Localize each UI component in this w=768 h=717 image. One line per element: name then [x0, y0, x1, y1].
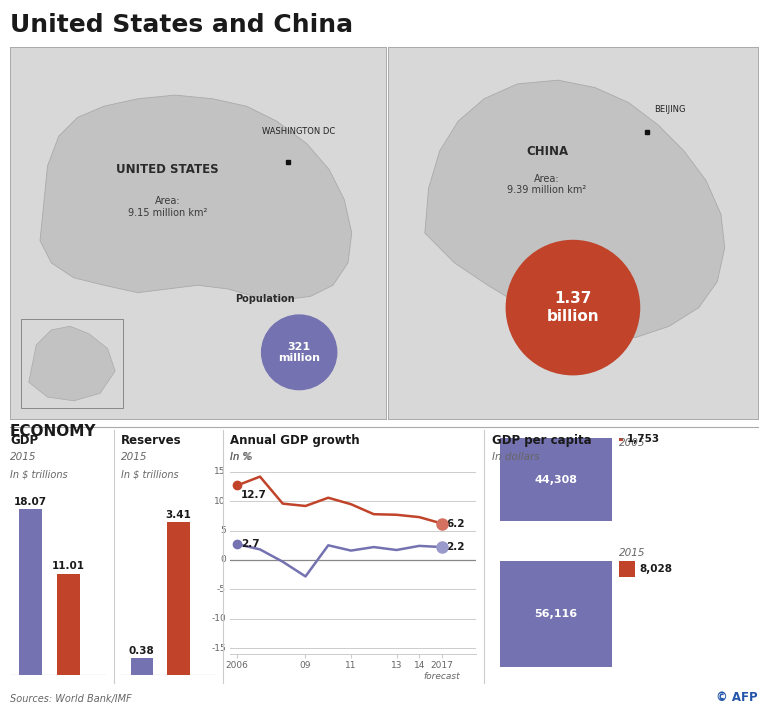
Text: 8,028: 8,028: [640, 564, 672, 574]
Text: ECONOMY: ECONOMY: [10, 424, 97, 440]
Text: WASHINGTON DC: WASHINGTON DC: [262, 127, 335, 136]
Text: In $ trillions: In $ trillions: [10, 470, 68, 480]
Circle shape: [506, 240, 640, 375]
Text: 2.2: 2.2: [446, 542, 465, 552]
Text: CHINA: CHINA: [526, 145, 568, 158]
Text: In %: In %: [230, 452, 252, 462]
Text: 10: 10: [214, 497, 226, 505]
Circle shape: [262, 315, 336, 389]
Text: BEIJING: BEIJING: [654, 105, 686, 114]
Bar: [619, 438, 623, 441]
Text: Population: Population: [235, 294, 295, 304]
Text: 12.7: 12.7: [240, 490, 266, 500]
Text: -15: -15: [211, 644, 226, 652]
Text: 44,308: 44,308: [535, 475, 578, 485]
Text: 2.7: 2.7: [240, 539, 260, 549]
Text: 6.2: 6.2: [446, 518, 465, 528]
Text: 2015: 2015: [10, 452, 37, 462]
Text: 18.07: 18.07: [15, 497, 48, 507]
Text: In %: In %: [230, 452, 253, 462]
Text: 0: 0: [220, 556, 226, 564]
Bar: [19, 509, 42, 675]
Text: GDP per capita: GDP per capita: [492, 434, 591, 447]
Bar: [619, 561, 635, 576]
Bar: [499, 438, 613, 521]
Text: © AFP: © AFP: [717, 691, 758, 704]
Text: 3.41: 3.41: [165, 510, 191, 520]
Text: In dollars: In dollars: [492, 452, 539, 462]
Text: 11.01: 11.01: [52, 561, 85, 571]
Text: Sources: World Bank/IMF: Sources: World Bank/IMF: [10, 694, 131, 704]
Polygon shape: [425, 80, 725, 338]
Polygon shape: [28, 326, 115, 401]
FancyBboxPatch shape: [22, 319, 123, 408]
Bar: [131, 658, 153, 675]
Bar: [57, 574, 80, 675]
Text: 2005: 2005: [619, 438, 646, 448]
Text: 1,753: 1,753: [627, 435, 660, 445]
Text: United States and China: United States and China: [10, 13, 353, 37]
Polygon shape: [40, 95, 352, 300]
Text: 15: 15: [214, 467, 226, 476]
Text: 2015: 2015: [121, 452, 148, 462]
Text: GDP: GDP: [10, 434, 38, 447]
Bar: [167, 522, 190, 675]
Text: 2015: 2015: [619, 548, 646, 558]
Text: 321
million: 321 million: [278, 341, 320, 363]
Text: Area:
9.15 million km²: Area: 9.15 million km²: [128, 196, 207, 218]
Text: 1.37
billion: 1.37 billion: [547, 291, 599, 324]
Text: forecast: forecast: [424, 672, 460, 680]
Text: In $ trillions: In $ trillions: [121, 470, 179, 480]
Text: Area:
9.39 million km²: Area: 9.39 million km²: [508, 174, 587, 195]
Text: 56,116: 56,116: [535, 609, 578, 619]
Text: Reserves: Reserves: [121, 434, 182, 447]
Text: 5: 5: [220, 526, 226, 535]
Text: -5: -5: [217, 585, 226, 594]
Bar: [499, 561, 613, 668]
Text: -10: -10: [211, 614, 226, 623]
Text: UNITED STATES: UNITED STATES: [117, 163, 219, 176]
Text: Annual GDP growth: Annual GDP growth: [230, 434, 360, 447]
Text: 0.38: 0.38: [129, 646, 154, 656]
